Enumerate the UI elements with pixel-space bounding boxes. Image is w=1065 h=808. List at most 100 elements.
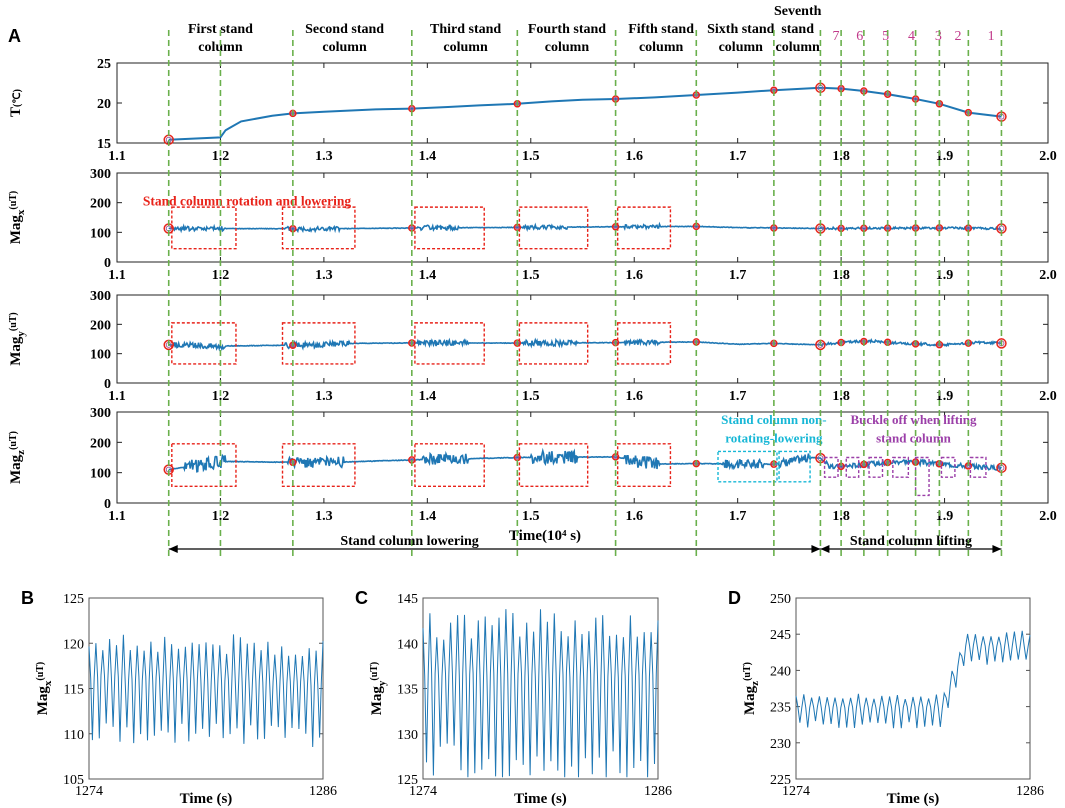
stage-label: Fourth stand xyxy=(528,22,606,37)
x-tick-label: 1.4 xyxy=(419,149,437,164)
subplot-T: 1.1 1.2 1.3 1.4 1.5 1.6 1.7 1.8 1.9 2.0 15 20 25 T(℃) xyxy=(8,57,1057,164)
y-label-sub: x xyxy=(15,209,27,215)
x-tick-label: 1.9 xyxy=(936,149,954,164)
y-tick-label: 225 xyxy=(770,773,791,788)
panel-B: B 105 110 115 120 125 1274 1286 Time (s) Magx(uT) xyxy=(21,588,337,807)
y-tick-label: 240 xyxy=(770,664,791,679)
x-tick-label: 1.5 xyxy=(522,509,540,524)
y-axis-label: Magy(uT) xyxy=(8,312,27,366)
x-tick-label: 1286 xyxy=(309,784,337,799)
x-tick-label: 1.3 xyxy=(315,389,333,404)
event-box xyxy=(892,456,910,478)
event-box xyxy=(414,206,485,250)
stage-label: column xyxy=(639,40,684,55)
x-tick-label: 1.4 xyxy=(419,509,437,524)
phase-label: Stand column lifting xyxy=(850,534,972,549)
event-box xyxy=(414,443,485,488)
y-label-main: Mag xyxy=(35,686,51,716)
x-tick-label: 1.3 xyxy=(315,149,333,164)
y-tick-label: 110 xyxy=(64,728,84,743)
temperature-line xyxy=(168,86,1002,141)
x-tick-label: 1.9 xyxy=(936,389,954,404)
x-tick-label: 1.4 xyxy=(419,268,437,283)
y-tick-label: 100 xyxy=(90,348,111,363)
stage-label: Second stand xyxy=(305,22,384,37)
y-tick-label: 140 xyxy=(397,637,418,652)
y-tick-label: 200 xyxy=(90,436,111,451)
event-box xyxy=(616,322,672,365)
panel-D: D 225 230 235 240 245 250 1274 1286 Time (s) Magz(… xyxy=(728,588,1044,807)
x-tick-label: 1.6 xyxy=(625,509,643,524)
x-tick-label: 1.8 xyxy=(832,509,850,524)
event-box xyxy=(171,322,237,365)
x-tick-label: 1.9 xyxy=(936,509,954,524)
x-tick-label: 1.2 xyxy=(212,509,230,524)
annotation-text: stand column xyxy=(876,430,952,445)
x-tick-label: 1.7 xyxy=(729,389,747,404)
event-box xyxy=(171,206,237,250)
x-tick-label: 1.7 xyxy=(729,268,747,283)
event-marker xyxy=(996,338,1007,349)
annotation-text: Stand column non- xyxy=(721,412,826,427)
event-marker-inner xyxy=(885,226,890,231)
y-tick-label: 235 xyxy=(770,701,791,716)
lift-number: 1 xyxy=(988,29,995,44)
event-marker-inner xyxy=(861,226,866,231)
y-tick-label: 0 xyxy=(104,377,111,392)
x-tick-label: 2.0 xyxy=(1039,509,1057,524)
x-tick-label: 1.5 xyxy=(522,149,540,164)
x-tick-label: 1.2 xyxy=(212,149,230,164)
x-tick-label: 1.9 xyxy=(936,268,954,283)
event-box xyxy=(281,206,356,250)
stage-label: Fifth stand xyxy=(628,22,694,37)
x-tick-label: 1.3 xyxy=(315,509,333,524)
y-tick-label: 300 xyxy=(90,167,111,182)
y-tick-label: 245 xyxy=(770,628,791,643)
stage-label: column xyxy=(198,40,243,55)
y-tick-label: 120 xyxy=(63,637,84,652)
x-tick-label: 1.1 xyxy=(108,509,126,524)
y-label-sub: x xyxy=(42,680,54,686)
x-tick-label: 2.0 xyxy=(1039,389,1057,404)
event-box xyxy=(845,456,860,478)
event-box xyxy=(823,456,839,478)
signal-line xyxy=(88,634,324,748)
y-label-sub: y xyxy=(15,331,27,337)
y-label-unit: (℃) xyxy=(12,89,23,107)
x-axis-label: Time (s) xyxy=(887,791,940,807)
x-axis-label: Time (s) xyxy=(514,791,567,807)
y-label-unit: (uT) xyxy=(742,662,753,681)
x-tick-label: 1.1 xyxy=(108,268,126,283)
y-tick-label: 135 xyxy=(397,683,418,698)
event-box xyxy=(616,206,672,250)
subplot-Magy: 1.1 1.2 1.3 1.4 1.5 1.6 1.7 1.8 1.9 2.0 0 100 200 300… xyxy=(8,289,1057,404)
event-marker-inner xyxy=(966,226,971,231)
event-box xyxy=(518,443,589,488)
y-label-sub: z xyxy=(749,681,761,686)
y-label-unit: (uT) xyxy=(35,662,46,681)
x-tick-label: 1.2 xyxy=(212,389,230,404)
annotation-text: Buckle off when lifting xyxy=(850,412,977,427)
x-tick-label: 1.1 xyxy=(108,149,126,164)
y-tick-label: 145 xyxy=(397,592,418,607)
y-label-unit: (uT) xyxy=(8,191,19,210)
lift-number: 3 xyxy=(935,29,942,44)
x-tick-label: 1274 xyxy=(75,784,103,799)
axes-frame xyxy=(116,62,1049,144)
panel-C: C 125 130 135 140 145 1274 1286 Time (s) Magy(uT) xyxy=(355,588,672,807)
arrow-head xyxy=(168,545,178,553)
x-tick-label: 1286 xyxy=(644,784,672,799)
annotation-text: rotating-lowering xyxy=(725,430,823,445)
x-tick-label: 1.3 xyxy=(315,268,333,283)
x-tick-label: 1.8 xyxy=(832,389,850,404)
axes-frame xyxy=(116,411,1049,504)
y-label-main: Mag xyxy=(8,336,24,366)
y-axis-label: Magz(uT) xyxy=(8,431,27,484)
event-box xyxy=(171,443,237,488)
x-tick-label: 1.5 xyxy=(522,389,540,404)
y-label-sub: z xyxy=(15,450,27,455)
y-tick-label: 300 xyxy=(90,406,111,421)
y-tick-label: 125 xyxy=(397,773,418,788)
x-tick-label: 1286 xyxy=(1016,784,1044,799)
